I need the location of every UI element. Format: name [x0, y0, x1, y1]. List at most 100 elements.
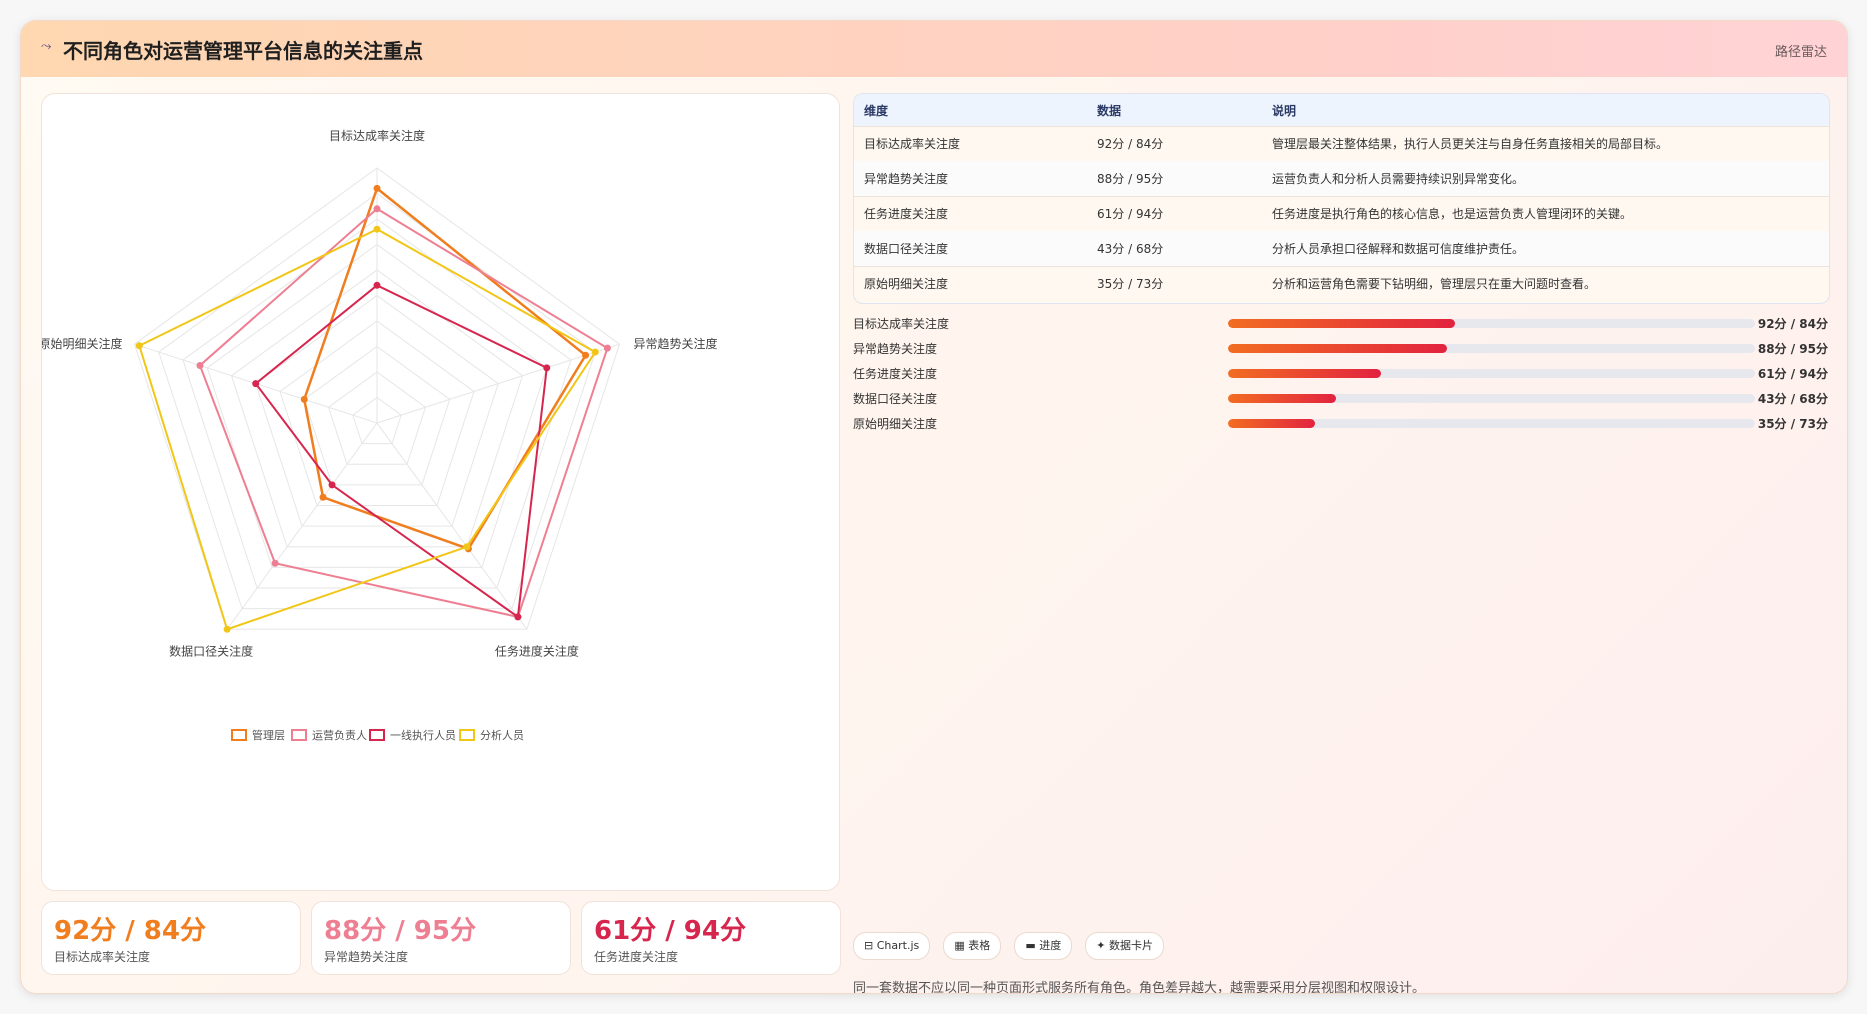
progress-fill	[1228, 369, 1381, 378]
radar-grid-ring	[352, 396, 402, 445]
progress-label: 任务进度关注度	[853, 367, 938, 381]
progress-value: 92分 / 84分	[1757, 317, 1828, 331]
stat-value: 92分 / 84分	[54, 916, 206, 946]
radar-series-line	[254, 284, 548, 619]
progress-fill	[1228, 344, 1447, 353]
radar-point	[328, 481, 336, 489]
radar-axis-label: 任务进度关注度	[495, 643, 579, 658]
legend-swatch	[369, 729, 385, 741]
chip-progress[interactable]: ▬ 进度	[1014, 932, 1073, 960]
table-cell: 目标达成率关注度	[864, 137, 961, 151]
progress-row: 异常趋势关注度 88分 / 95分	[853, 338, 1828, 358]
footer-note: 同一套数据不应以同一种页面形式服务所有角色。角色差异越大，越需要采用分层视图和权…	[853, 981, 1426, 994]
legend-label: 运营负责人	[312, 728, 367, 742]
table-cell: 任务进度关注度	[864, 207, 949, 221]
chip-data-card[interactable]: ✦ 数据卡片	[1085, 932, 1165, 960]
table-cell: 分析人员承担口径解释和数据可信度维护责任。	[1272, 242, 1525, 256]
radar-point	[135, 342, 143, 350]
progress-fill	[1228, 419, 1315, 428]
progress-track	[1228, 394, 1755, 403]
table-cell: 88分 / 95分	[1097, 172, 1164, 186]
radar-point	[223, 625, 231, 633]
radar-axis-label: 数据口径关注度	[169, 643, 253, 658]
table-cell: 分析和运营角色需要下钻明细，管理层只在重大问题时查看。	[1272, 277, 1597, 291]
table-cell: 35分 / 73分	[1097, 277, 1164, 291]
progress-label: 异常趋势关注度	[853, 342, 938, 356]
radar-point	[319, 493, 327, 501]
legend-label: 分析人员	[480, 728, 524, 742]
radar-grid-ring	[255, 294, 499, 527]
radar-point	[373, 184, 381, 192]
legend-label: 一线执行人员	[390, 728, 456, 742]
radar-point	[271, 559, 279, 567]
radar-axis-label: 目标达成率关注度	[329, 128, 425, 143]
chip-table[interactable]: ▦ 表格	[943, 932, 1002, 960]
stat-card-goal: 92分 / 84分 目标达成率关注度	[41, 901, 301, 975]
tech-chips: ⊟ Chart.js ▦ 表格 ▬ 进度 ✦ 数据卡片	[853, 932, 1172, 960]
chip-chartjs[interactable]: ⊟ Chart.js	[853, 932, 931, 960]
progress-value: 88分 / 95分	[1757, 342, 1828, 356]
page-title: 不同角色对运营管理平台信息的关注重点	[63, 39, 423, 63]
radar-spoke	[376, 422, 528, 630]
table-row: 数据口径关注度 43分 / 68分 分析人员承担口径解释和数据可信度维护责任。	[854, 231, 1829, 267]
stat-label: 异常趋势关注度	[324, 950, 409, 964]
progress-track	[1228, 419, 1755, 428]
radar-point	[582, 351, 590, 359]
legend-swatch	[459, 729, 475, 741]
arrow-icon: ⤳	[41, 39, 52, 54]
data-table: 维度 数据 说明 目标达成率关注度 92分 / 84分 管理层最关注整体结果，执…	[853, 93, 1830, 304]
radar-point	[603, 344, 611, 352]
progress-track	[1228, 344, 1755, 353]
progress-label: 目标达成率关注度	[853, 317, 950, 331]
table-header-dimension: 维度	[864, 103, 889, 118]
table-row: 异常趋势关注度 88分 / 95分 运营负责人和分析人员需要持续识别异常变化。	[854, 161, 1829, 197]
table-cell: 任务进度是执行角色的核心信息，也是运营负责人管理闭环的关键。	[1272, 207, 1633, 221]
radar-axis-label: 异常趋势关注度	[634, 336, 718, 351]
table-row: 任务进度关注度 61分 / 94分 任务进度是执行角色的核心信息，也是运营负责人…	[854, 196, 1829, 232]
table-header-desc: 说明	[1272, 103, 1297, 118]
stat-card-progress: 61分 / 94分 任务进度关注度	[581, 901, 841, 975]
radar-axis-label: 原始明细关注度	[42, 336, 122, 351]
progress-value: 43分 / 68分	[1757, 392, 1828, 406]
legend-swatch	[291, 729, 307, 741]
stat-label: 目标达成率关注度	[54, 950, 151, 964]
table-cell: 92分 / 84分	[1097, 137, 1164, 151]
radar-series-line	[138, 228, 597, 631]
table-cell: 运营负责人和分析人员需要持续识别异常变化。	[1272, 172, 1525, 186]
progress-track	[1228, 369, 1755, 378]
radar-point	[373, 225, 381, 233]
progress-label: 数据口径关注度	[853, 392, 938, 406]
radar-point	[373, 205, 381, 213]
dashboard-card: ⤳ 不同角色对运营管理平台信息的关注重点 路径雷达 目标达成率关注度 异常趋势关注…	[20, 20, 1848, 994]
radar-chart-panel: 目标达成率关注度 异常趋势关注度 任务进度关注度 数据口径关注度 原始明细关注度 管理层 运…	[41, 93, 840, 891]
radar-point	[514, 613, 522, 621]
stat-value: 61分 / 94分	[594, 916, 746, 946]
progress-track	[1228, 319, 1755, 328]
progress-fill	[1228, 394, 1337, 403]
radar-grid-ring	[182, 218, 572, 589]
table-row: 原始明细关注度 35分 / 73分 分析和运营角色需要下钻明细，管理层只在重大问…	[854, 266, 1829, 301]
table-header-data: 数据	[1097, 103, 1122, 118]
progress-fill	[1228, 319, 1455, 328]
table-header-row: 维度 数据 说明	[854, 94, 1829, 127]
progress-row: 数据口径关注度 43分 / 68分	[853, 388, 1828, 408]
stat-value: 88分 / 95分	[324, 916, 476, 946]
legend-swatch	[231, 729, 247, 741]
table-cell: 43分 / 68分	[1097, 242, 1164, 256]
progress-row: 任务进度关注度 61分 / 94分	[853, 363, 1828, 383]
chart-type-tag: 路径雷达	[1774, 45, 1827, 60]
progress-label: 原始明细关注度	[853, 417, 938, 431]
table-cell: 61分 / 94分	[1097, 207, 1164, 221]
table-cell: 数据口径关注度	[864, 242, 949, 256]
radar-point	[373, 281, 381, 289]
radar-grid-ring	[158, 192, 596, 610]
radar-spoke	[376, 343, 620, 424]
radar-point	[463, 543, 471, 551]
radar-grid-ring	[303, 345, 451, 486]
stat-label: 任务进度关注度	[594, 950, 679, 964]
radar-series-line	[198, 207, 609, 619]
table-cell: 异常趋势关注度	[864, 172, 949, 186]
radar-grid-ring	[327, 371, 427, 465]
header-bar: ⤳ 不同角色对运营管理平台信息的关注重点 路径雷达	[21, 21, 1847, 77]
